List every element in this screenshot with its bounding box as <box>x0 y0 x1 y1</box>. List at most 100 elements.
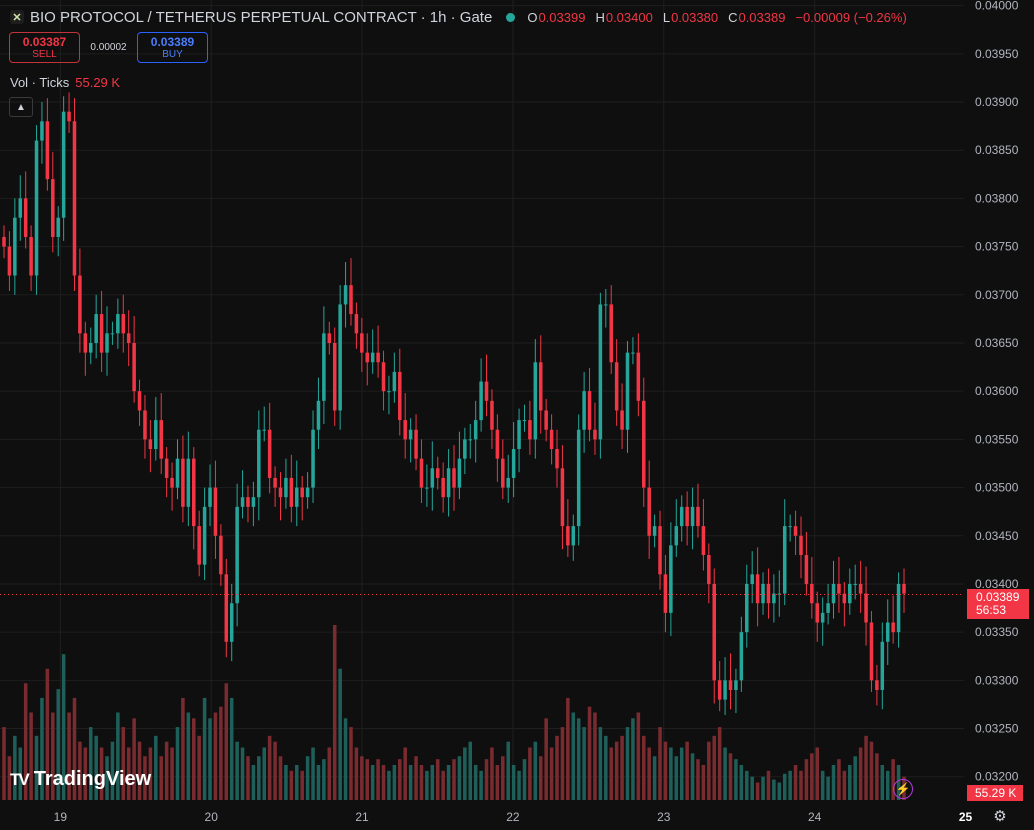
volume-indicator-legend[interactable]: Vol · Ticks 55.29 K <box>10 75 120 90</box>
candle <box>707 543 711 604</box>
chart-grid <box>0 0 967 800</box>
volume-bar <box>262 747 267 800</box>
volume-bar <box>875 753 879 800</box>
candle <box>289 454 294 523</box>
candle <box>858 560 863 613</box>
volume-bar <box>685 741 689 800</box>
candle <box>284 458 288 509</box>
volume-bar <box>533 741 538 800</box>
price-tick-label: 0.03650 <box>975 336 1019 350</box>
volume-bar <box>593 712 597 800</box>
candle <box>441 462 445 513</box>
price-tick-label: 0.03950 <box>975 47 1019 61</box>
volume-bar <box>734 759 738 800</box>
candle <box>316 377 321 450</box>
volume-bar <box>327 747 332 800</box>
candle <box>788 514 792 542</box>
candle <box>300 476 304 521</box>
chart-header: ✕ BIO PROTOCOL / TETHERUS PERPETUAL CONT… <box>10 7 907 27</box>
candle <box>83 321 88 376</box>
candle <box>728 653 733 710</box>
candle <box>674 499 679 557</box>
volume-bar <box>495 765 500 800</box>
volume-bar <box>620 735 624 800</box>
candle <box>13 198 17 295</box>
volume-bar <box>604 735 608 800</box>
volume-bar <box>154 735 158 800</box>
volume-bar <box>663 741 668 800</box>
collapse-legend-button[interactable]: ▲ <box>9 97 33 117</box>
symbol-logo-icon: ✕ <box>10 10 24 24</box>
bar-countdown: 56:53 <box>976 603 1007 617</box>
volume-bar <box>29 712 33 800</box>
candle <box>257 410 261 521</box>
volume-bar <box>490 747 494 800</box>
volume-bar <box>717 727 722 800</box>
candle <box>544 398 548 442</box>
volume-bar <box>745 770 749 800</box>
candle <box>652 514 657 548</box>
chevron-up-icon: ▲ <box>16 101 26 113</box>
candle <box>576 414 581 546</box>
candle <box>517 408 521 473</box>
price-tick-label: 0.03800 <box>975 191 1019 205</box>
candle <box>311 410 315 503</box>
candle <box>717 661 722 712</box>
candle <box>137 379 142 426</box>
volume-bar <box>240 747 245 800</box>
candle <box>658 510 662 590</box>
price-tick-label: 0.03600 <box>975 384 1019 398</box>
volume-bar <box>224 683 229 800</box>
candle <box>566 499 570 557</box>
volume-bar <box>468 741 473 800</box>
volume-bar <box>544 718 548 800</box>
volume-bar <box>755 782 760 800</box>
candle <box>78 248 82 353</box>
volume-bar <box>289 770 294 800</box>
volume-bar <box>820 770 825 800</box>
lightning-icon[interactable]: ⚡ <box>893 779 913 799</box>
volume-bar <box>479 770 483 800</box>
candle <box>419 439 424 503</box>
volume-bar <box>707 741 711 800</box>
buy-button[interactable]: 0.03389 BUY <box>137 32 208 63</box>
volume-bar <box>365 759 370 800</box>
volume-bar <box>116 712 120 800</box>
volume-bar <box>88 727 93 800</box>
volume-bar <box>517 770 521 800</box>
symbol-title[interactable]: BIO PROTOCOL / TETHERUS PERPETUAL CONTRA… <box>30 8 493 26</box>
volume-bar <box>175 727 180 800</box>
last-price-value: 0.03389 <box>976 590 1020 604</box>
time-axis[interactable]: 19 20 21 22 23 24 25 <box>54 810 973 824</box>
volume-bar <box>853 756 857 800</box>
candle <box>354 302 359 349</box>
volume-bar <box>23 683 28 800</box>
volume-bar <box>549 747 554 800</box>
candle <box>604 289 608 328</box>
volume-bar <box>51 712 55 800</box>
candle <box>549 414 554 465</box>
candle <box>94 294 98 359</box>
candle <box>842 582 847 627</box>
market-status-icon <box>506 12 516 22</box>
volume-bar <box>45 668 50 800</box>
candle <box>240 470 245 519</box>
sell-button[interactable]: 0.03387 SELL <box>9 32 80 63</box>
volume-bar <box>446 765 451 800</box>
gear-icon[interactable]: ⚙ <box>993 808 1007 825</box>
candle <box>452 445 456 511</box>
volume-bar <box>67 712 71 800</box>
price-axis[interactable]: 0.04000 0.03950 0.03900 0.03850 0.03800 0.037… <box>964 0 1034 830</box>
candle <box>29 225 33 291</box>
price-tick-label: 0.03350 <box>975 625 1019 639</box>
volume-bar <box>126 747 131 800</box>
volume-bar <box>370 765 375 800</box>
candle <box>392 352 397 403</box>
candle <box>555 429 559 488</box>
price-tick-label: 0.03750 <box>975 240 1019 254</box>
candle <box>885 599 890 665</box>
candle <box>175 439 180 500</box>
volume-bar <box>739 765 744 800</box>
volume-bar <box>674 756 679 800</box>
